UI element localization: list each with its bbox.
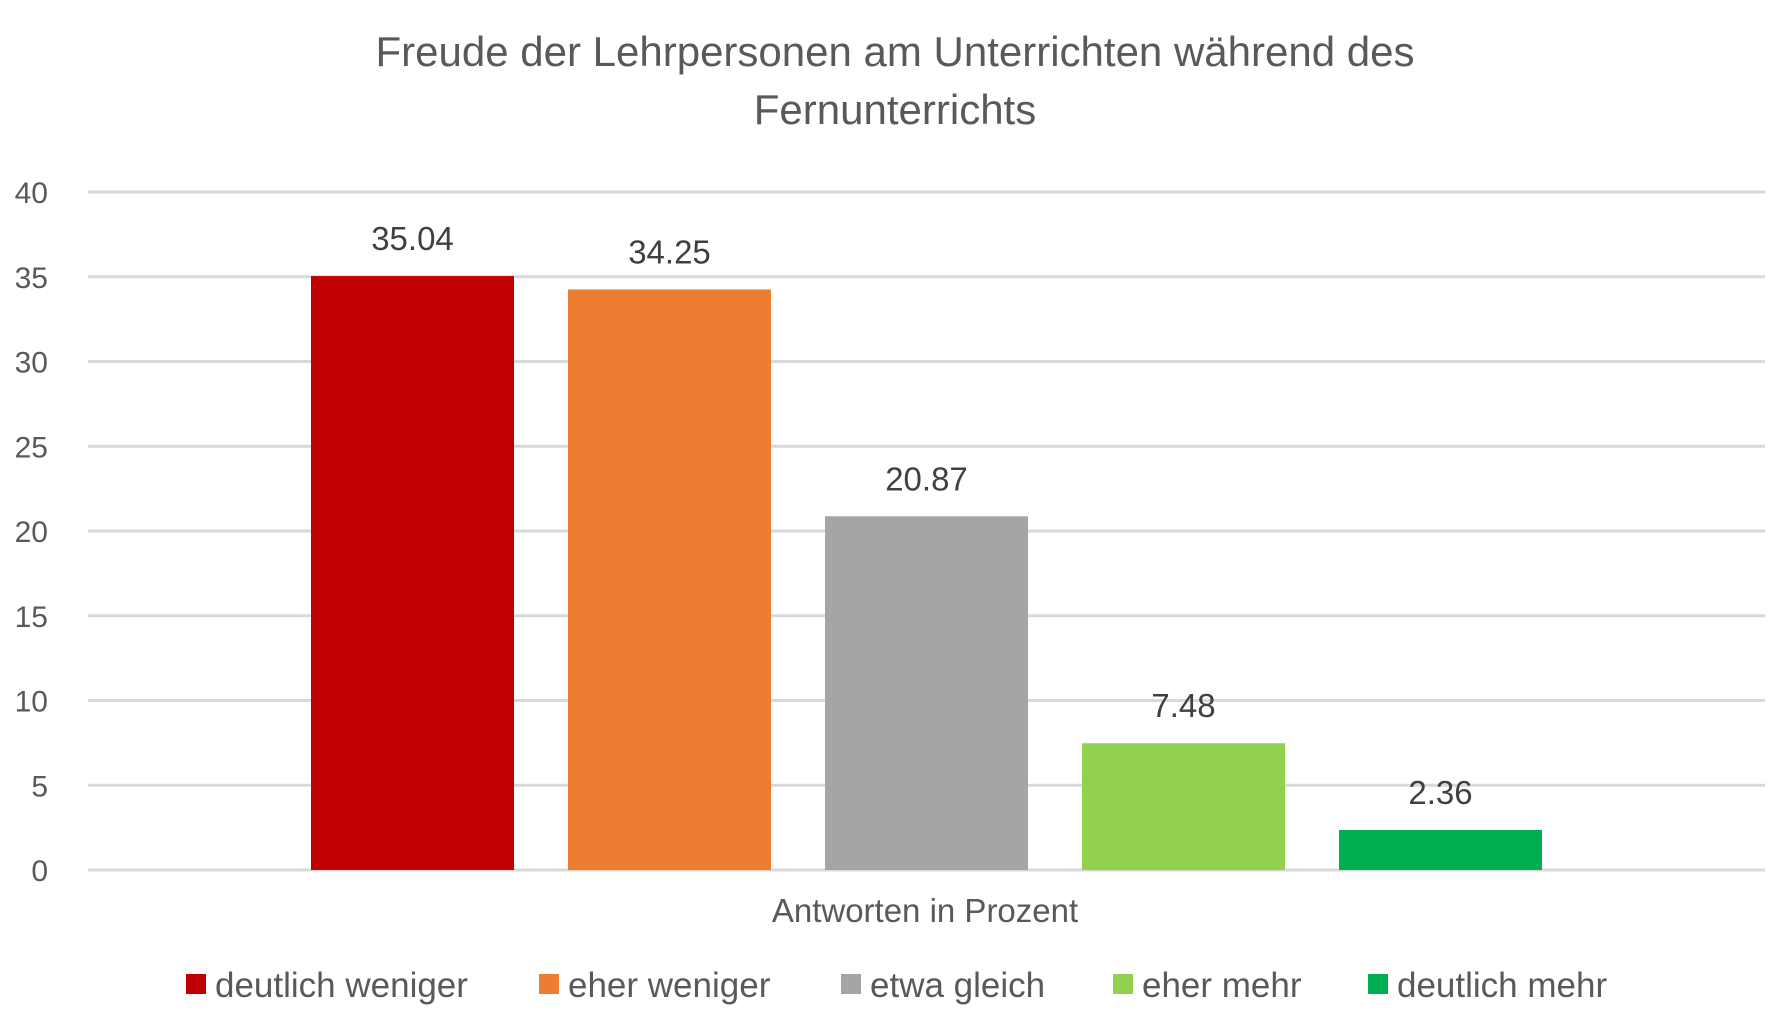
legend-item-etwa-gleich: etwa gleich	[841, 966, 1045, 1005]
y-tick-label: 25	[15, 431, 48, 464]
legend-swatch	[1113, 974, 1133, 994]
y-tick-label: 0	[31, 855, 48, 888]
legend-label: eher weniger	[568, 966, 771, 1005]
data-label: 7.48	[1151, 687, 1215, 724]
x-axis-title: Antworten in Prozent	[772, 892, 1078, 929]
legend-swatch	[186, 974, 206, 994]
chart-legend: deutlich weniger eher weniger etwa gleich e…	[186, 966, 1607, 1005]
legend-item-eher-weniger: eher weniger	[539, 966, 771, 1005]
bar-etwa-gleich	[825, 516, 1028, 870]
data-label: 20.87	[885, 460, 968, 497]
bar-deutlich-mehr	[1339, 829, 1542, 870]
bar-eher-weniger	[568, 289, 771, 870]
y-tick-label: 35	[15, 262, 48, 295]
legend-item-eher-mehr: eher mehr	[1113, 966, 1302, 1005]
legend-label: etwa gleich	[870, 966, 1045, 1005]
chart-title-line-2: Fernunterrichts	[754, 86, 1036, 133]
y-tick-label: 15	[15, 601, 48, 634]
data-label: 34.25	[628, 233, 711, 270]
bar-deutlich-weniger	[311, 276, 514, 870]
legend-label: deutlich mehr	[1397, 966, 1607, 1005]
legend-swatch	[539, 974, 559, 994]
data-labels: 35.04 34.25 20.87 7.48 2.36	[371, 220, 1472, 811]
chart-title-line-1: Freude der Lehrpersonen am Unterrichten …	[376, 28, 1415, 75]
legend-label: eher mehr	[1142, 966, 1302, 1005]
y-tick-label: 20	[15, 516, 48, 549]
legend-item-deutlich-weniger: deutlich weniger	[186, 966, 468, 1005]
y-axis-tick-labels: 0 5 10 15 20 25 30 35 40	[15, 177, 48, 888]
y-tick-label: 10	[15, 686, 48, 719]
legend-swatch	[1368, 974, 1388, 994]
data-label: 2.36	[1408, 774, 1472, 811]
legend-label: deutlich weniger	[215, 966, 468, 1005]
y-tick-label: 30	[15, 347, 48, 380]
bar-series	[311, 276, 1542, 870]
legend-swatch	[841, 974, 861, 994]
data-label: 35.04	[371, 220, 454, 257]
bar-eher-mehr	[1082, 743, 1285, 870]
y-tick-label: 5	[31, 770, 48, 803]
legend-item-deutlich-mehr: deutlich mehr	[1368, 966, 1607, 1005]
y-tick-label: 40	[15, 177, 48, 210]
